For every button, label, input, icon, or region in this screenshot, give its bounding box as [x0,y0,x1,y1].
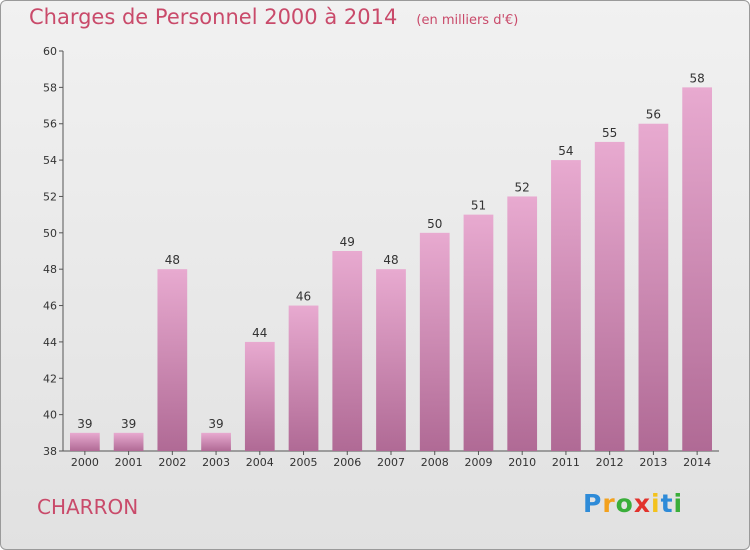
y-tick-label: 42 [43,372,57,385]
logo-letter: i [651,489,661,518]
x-tick-label: 2012 [596,456,624,469]
data-label: 52 [515,180,530,194]
y-tick-label: 46 [43,300,57,313]
y-tick-label: 56 [43,118,57,131]
bars [69,87,713,452]
y-tick-label: 52 [43,190,57,203]
x-tick-label: 2003 [202,456,230,469]
logo-letter: i [673,489,684,518]
data-label: 48 [165,253,180,267]
y-tick-label: 60 [43,45,57,58]
data-label: 39 [77,417,92,431]
bar-2006 [332,251,363,451]
bar-2007 [376,269,406,451]
chart-title-text: Charges de Personnel 2000 à 2014 [29,5,398,29]
data-label: 39 [121,417,136,431]
y-tick-label: 50 [43,227,57,240]
bar-2002 [157,269,188,451]
data-label: 44 [252,326,267,340]
y-tick-label: 48 [43,263,57,276]
x-tick-label: 2009 [464,456,492,469]
chart-title: Charges de Personnel 2000 à 2014 (en mil… [29,5,518,29]
data-label: 58 [689,71,704,85]
logo-letter: P [583,489,603,518]
data-label: 48 [383,253,398,267]
data-label: 39 [208,417,223,431]
proxiti-logo: Proxiti [583,489,683,518]
data-label: 46 [296,290,311,304]
bar-2004 [244,341,275,451]
x-tick-label: 2008 [421,456,449,469]
bar-2000 [69,432,100,451]
x-tick-label: 2005 [290,456,318,469]
bar-2011 [551,160,581,451]
data-label: 51 [471,199,486,213]
chart-unit-label: (en milliers d'€) [416,13,519,28]
axes: 38 40 42 44 46 48 50 52 54 56 58 60 2000 2001 2002 2003… [43,45,719,469]
x-tick-label: 2011 [552,456,580,469]
logo-letter: o [615,489,634,518]
x-tick-label: 2001 [115,456,143,469]
logo-letter: x [633,489,651,518]
bar-2010 [507,196,538,451]
data-label: 54 [558,144,573,158]
x-tick-label: 2013 [639,456,667,469]
data-label: 49 [340,235,355,249]
x-tick-label: 2006 [333,456,361,469]
y-tick-label: 38 [43,445,57,458]
data-labels: 39 39 48 39 44 46 49 48 50 51 52 54 55 56 58 [77,71,705,430]
x-tick-label: 2007 [377,456,405,469]
logo-letter: t [660,489,674,518]
x-tick-label: 2004 [246,456,274,469]
bar-2009 [463,214,494,451]
x-tick-label: 2014 [683,456,711,469]
data-label: 55 [602,126,617,140]
bar-2008 [419,232,450,451]
bar-2014 [682,87,713,451]
data-label: 56 [646,108,661,122]
logo-letter: r [602,489,616,518]
bar-2012 [594,141,625,451]
bar-2001 [113,432,144,451]
x-tick-label: 2000 [71,456,99,469]
y-tick-label: 44 [43,336,57,349]
bar-2013 [638,123,669,452]
city-name: CHARRON [37,495,139,519]
y-tick-label: 54 [43,154,57,167]
y-tick-label: 40 [43,409,57,422]
y-tick-label: 58 [43,81,57,94]
x-tick-label: 2002 [158,456,186,469]
bar-2005 [288,305,319,451]
x-tick-label: 2010 [508,456,536,469]
bar-2003 [201,432,231,451]
data-label: 50 [427,217,442,231]
